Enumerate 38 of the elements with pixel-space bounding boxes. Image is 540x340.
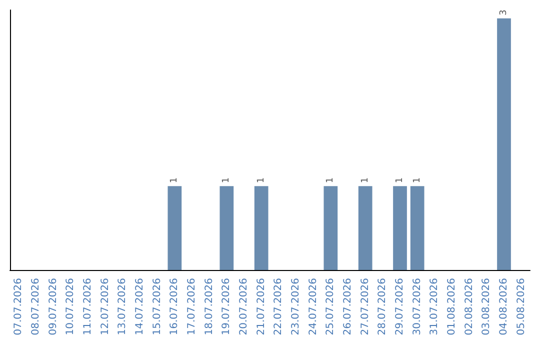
- x-tick-label: 12.07.2026: [100, 278, 111, 336]
- x-tick-label: 16.07.2026: [169, 278, 180, 336]
- x-tick-label: 19.07.2026: [221, 278, 232, 336]
- x-tick-label: 13.07.2026: [117, 278, 128, 336]
- x-tick-label: 24.07.2026: [308, 278, 319, 336]
- x-tick-label: 29.07.2026: [394, 278, 406, 336]
- x-tick-label: 23.07.2026: [290, 278, 302, 336]
- x-tick-label: 07.07.2026: [13, 278, 24, 336]
- x-tick-label: 04.08.2026: [498, 278, 510, 336]
- x-tick-label: 17.07.2026: [186, 278, 198, 336]
- x-tick-label: 14.07.2026: [134, 278, 146, 336]
- data-label: 1: [326, 177, 336, 184]
- x-tick-label: 08.07.2026: [30, 278, 42, 336]
- x-tick-label: 01.08.2026: [446, 278, 458, 336]
- x-tick-label: 18.07.2026: [204, 278, 215, 336]
- x-tick-label: 22.07.2026: [273, 278, 284, 336]
- x-tick-label: 02.08.2026: [464, 278, 475, 336]
- data-label: 1: [412, 177, 422, 184]
- x-tick-label: 15.07.2026: [152, 278, 163, 336]
- data-label: 1: [170, 177, 180, 184]
- x-tick-label: 11.07.2026: [82, 278, 94, 336]
- x-tick-label: 09.07.2026: [48, 278, 59, 336]
- x-tick-label: 26.07.2026: [342, 278, 354, 336]
- x-tick-label: 03.08.2026: [481, 278, 492, 336]
- data-label: 1: [222, 177, 232, 184]
- data-label: 1: [256, 177, 266, 184]
- x-tick-label: 25.07.2026: [325, 278, 336, 336]
- x-tick-label: 10.07.2026: [65, 278, 76, 336]
- x-tick-label: 20.07.2026: [238, 278, 250, 336]
- x-tick-label: 30.07.2026: [412, 278, 423, 336]
- x-tick-label: 27.07.2026: [360, 278, 371, 336]
- data-label: 1: [360, 177, 370, 184]
- x-tick-label: 31.07.2026: [429, 278, 440, 336]
- data-label: 1: [395, 177, 405, 184]
- x-tick-label: 28.07.2026: [377, 278, 388, 336]
- x-tick-label: 21.07.2026: [256, 278, 267, 336]
- x-tick-label: 05.08.2026: [516, 278, 527, 336]
- data-label: 3: [499, 10, 509, 16]
